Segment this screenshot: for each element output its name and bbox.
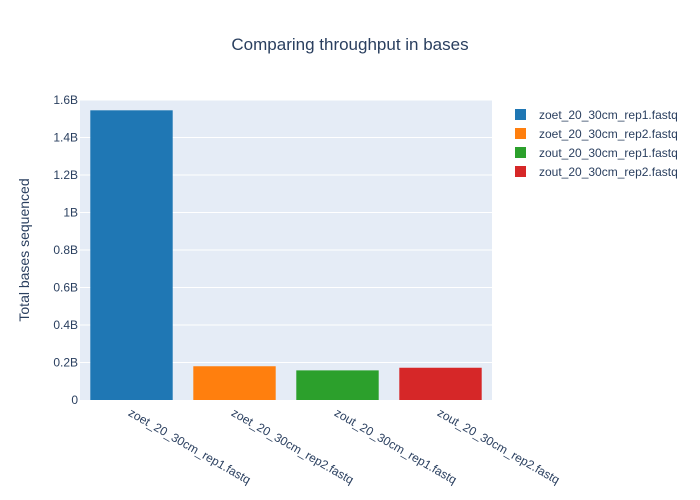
y-tick-label: 0.6B: [53, 281, 78, 295]
y-tick-label: 0.2B: [53, 356, 78, 370]
legend-label: zoet_20_30cm_rep2.fastq: [539, 127, 678, 141]
legend: zoet_20_30cm_rep1.fastq zoet_20_30cm_rep2…: [515, 108, 678, 179]
bar: [399, 367, 482, 400]
legend-label: zout_20_30cm_rep2.fastq: [539, 165, 678, 179]
y-axis-title: Total bases sequenced: [16, 178, 32, 321]
legend-label: zout_20_30cm_rep1.fastq: [539, 146, 678, 160]
legend-swatch: [515, 128, 526, 139]
y-tick-label: 0.4B: [53, 318, 78, 332]
bars: [90, 110, 482, 400]
x-tick-labels: zoet_20_30cm_rep1.fastqzoet_20_30cm_rep2…: [126, 405, 562, 487]
legend-label: zoet_20_30cm_rep1.fastq: [539, 108, 678, 122]
legend-swatch: [515, 109, 526, 120]
legend-swatch: [515, 166, 526, 177]
y-tick-label: 0: [71, 393, 78, 407]
legend-swatch: [515, 147, 526, 158]
y-tick-label: 1.4B: [53, 131, 78, 145]
y-tick-label: 1.6B: [53, 93, 78, 107]
bar: [193, 366, 276, 400]
y-tick-label: 1B: [63, 206, 78, 220]
y-tick-label: 1.2B: [53, 168, 78, 182]
bar: [90, 110, 173, 400]
chart-title: Comparing throughput in bases: [231, 35, 468, 54]
y-tick-labels: 0 0.2B 0.4B 0.6B 0.8B 1B 1.2B 1.4B 1.6B: [53, 93, 78, 407]
bar: [296, 370, 379, 400]
y-tick-label: 0.8B: [53, 243, 78, 257]
